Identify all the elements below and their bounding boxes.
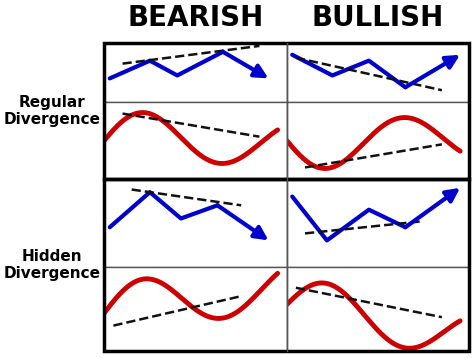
Text: Hidden
Divergence: Hidden Divergence: [4, 249, 100, 281]
Text: Regular
Divergence: Regular Divergence: [4, 95, 100, 127]
Text: BEARISH: BEARISH: [128, 4, 264, 32]
Text: BULLISH: BULLISH: [312, 4, 444, 32]
